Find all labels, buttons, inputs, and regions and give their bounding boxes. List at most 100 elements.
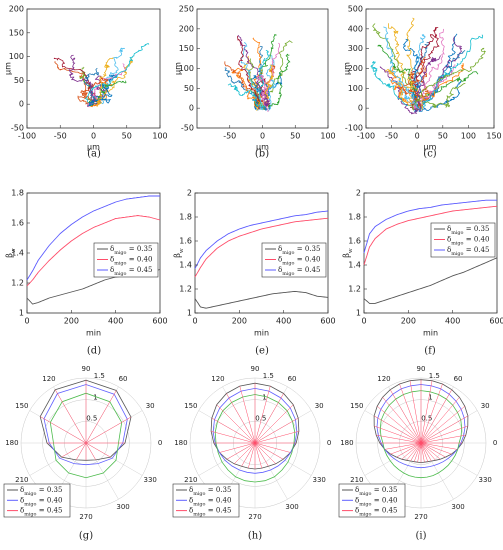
x-tick-label: -100: [357, 132, 375, 141]
y-tick-label: 1: [356, 309, 361, 318]
y-tick-label: 2: [187, 189, 192, 198]
polar-spoke: [226, 442, 256, 460]
polar-spoke: [254, 442, 262, 469]
track-line: [231, 67, 262, 107]
legend-entry: δmigo = 0.40: [110, 256, 152, 267]
track-line: [383, 26, 421, 110]
track-line: [370, 60, 417, 109]
x-tick-label: -50: [223, 132, 236, 141]
angle-tick-label: 90: [417, 365, 426, 373]
x-tick-label: 400: [108, 317, 123, 326]
x-tick-label: -50: [54, 132, 67, 141]
polar-spoke: [420, 434, 466, 444]
polar-spoke: [248, 442, 256, 469]
y-tick-label: 1: [19, 309, 24, 318]
x-tick-label: 50: [438, 132, 448, 141]
y-tick-label: 1.4: [348, 261, 361, 270]
polar-panel-i: 0.511.50306090120150180210240270300330δm…: [338, 365, 497, 542]
y-tick-label: 2: [356, 189, 361, 198]
y-tick-label: 200: [348, 64, 363, 73]
series-line-2: [363, 199, 497, 254]
panel-label: (b): [255, 149, 269, 160]
polar-panel-h: 0.511.50306090120150180210240270300330δm…: [172, 365, 331, 542]
polar-spoke: [390, 389, 422, 444]
polar-spoke: [417, 442, 422, 463]
y-tick-label: 1.2: [11, 279, 24, 288]
y-tick-label: 1.4: [11, 249, 24, 258]
x-tick-label: -50: [385, 132, 398, 141]
angle-tick-label: 330: [478, 476, 491, 484]
polar-spoke: [420, 442, 446, 458]
polar-spoke: [374, 425, 422, 444]
angle-tick-label: 270: [79, 513, 92, 521]
y-tick-label: 400: [348, 24, 363, 33]
polar-spoke: [254, 417, 299, 444]
x-axis-label: min: [86, 329, 101, 338]
polar-spoke: [210, 430, 256, 444]
panel-label: (a): [87, 149, 101, 160]
polar-spoke: [420, 442, 425, 463]
x-tick-label: 50: [122, 132, 132, 141]
x-tick-label: 150: [486, 132, 501, 141]
track-line: [265, 54, 277, 112]
polar-spoke: [85, 390, 117, 444]
x-axis-label: μm: [256, 143, 269, 152]
angle-tick-label: 210: [15, 476, 28, 484]
line-panel-e: 0 200 400 600 1 1.2 1.4 1.6 1.8 2 min βw δmigo = 0.3…: [173, 189, 336, 357]
x-tick-label: 50: [290, 132, 300, 141]
y-tick-label: -100: [345, 124, 363, 133]
x-tick-label: 200: [401, 317, 416, 326]
line-panel-d: 0 200 400 600 1 1.2 1.4 1.6 1.8 min βw δmigo = 0.35…: [5, 189, 168, 357]
track-line: [412, 83, 466, 110]
x-tick-label: 0: [260, 132, 265, 141]
polar-spoke: [420, 442, 432, 462]
track-line: [403, 38, 422, 109]
polar-spoke: [85, 416, 132, 444]
angle-tick-label: 300: [285, 503, 298, 511]
polar-spoke: [55, 389, 87, 444]
x-tick-label: 0: [415, 132, 420, 141]
polar-spoke: [226, 393, 256, 444]
radial-tick-label: 0.5: [255, 415, 266, 423]
y-axis-label: μm: [343, 62, 352, 75]
angle-tick-label: 0: [493, 439, 497, 447]
x-axis-label: min: [254, 329, 269, 338]
plot-frame: [196, 8, 329, 129]
x-tick-label: 600: [489, 317, 503, 326]
radial-tick-label: 1: [428, 393, 432, 401]
y-tick-label: 1.8: [348, 213, 361, 222]
angle-tick-label: 330: [312, 476, 325, 484]
angle-tick-label: 120: [211, 375, 224, 383]
y-tick-label: 500: [348, 5, 363, 14]
angle-tick-label: 30: [146, 402, 155, 410]
track-line: [412, 28, 445, 108]
x-axis-label: μm: [424, 143, 437, 152]
polar-spoke: [420, 442, 429, 462]
x-axis-label: μm: [87, 143, 100, 152]
polar-panel-g: 0.511.50306090120150180210240270300330δm…: [3, 365, 162, 542]
polar-spoke: [241, 442, 256, 467]
radial-tick-label: 0.5: [421, 415, 432, 423]
polar-spoke: [254, 442, 291, 453]
polar-spoke: [85, 442, 111, 458]
track-line: [419, 34, 484, 110]
track-line: [268, 53, 291, 108]
series-line-1: [363, 205, 498, 266]
radial-tick-label: 1.5: [94, 372, 105, 380]
series-line-1: [194, 217, 329, 278]
track-line: [237, 35, 261, 110]
polar-spoke: [382, 397, 422, 444]
polar-spoke: [420, 442, 441, 460]
y-tick-label: 0: [19, 100, 24, 109]
polar-spoke: [377, 406, 422, 444]
polar-spoke: [409, 380, 422, 444]
y-tick-label: 1.6: [11, 219, 24, 228]
track-line: [85, 43, 150, 103]
track-line: [259, 42, 280, 110]
angle-tick-label: 150: [15, 402, 28, 410]
polar-spoke: [410, 442, 422, 462]
y-tick-label: 1.2: [179, 285, 192, 294]
radial-tick-label: 1: [93, 393, 97, 401]
angle-tick-label: 210: [184, 476, 197, 484]
